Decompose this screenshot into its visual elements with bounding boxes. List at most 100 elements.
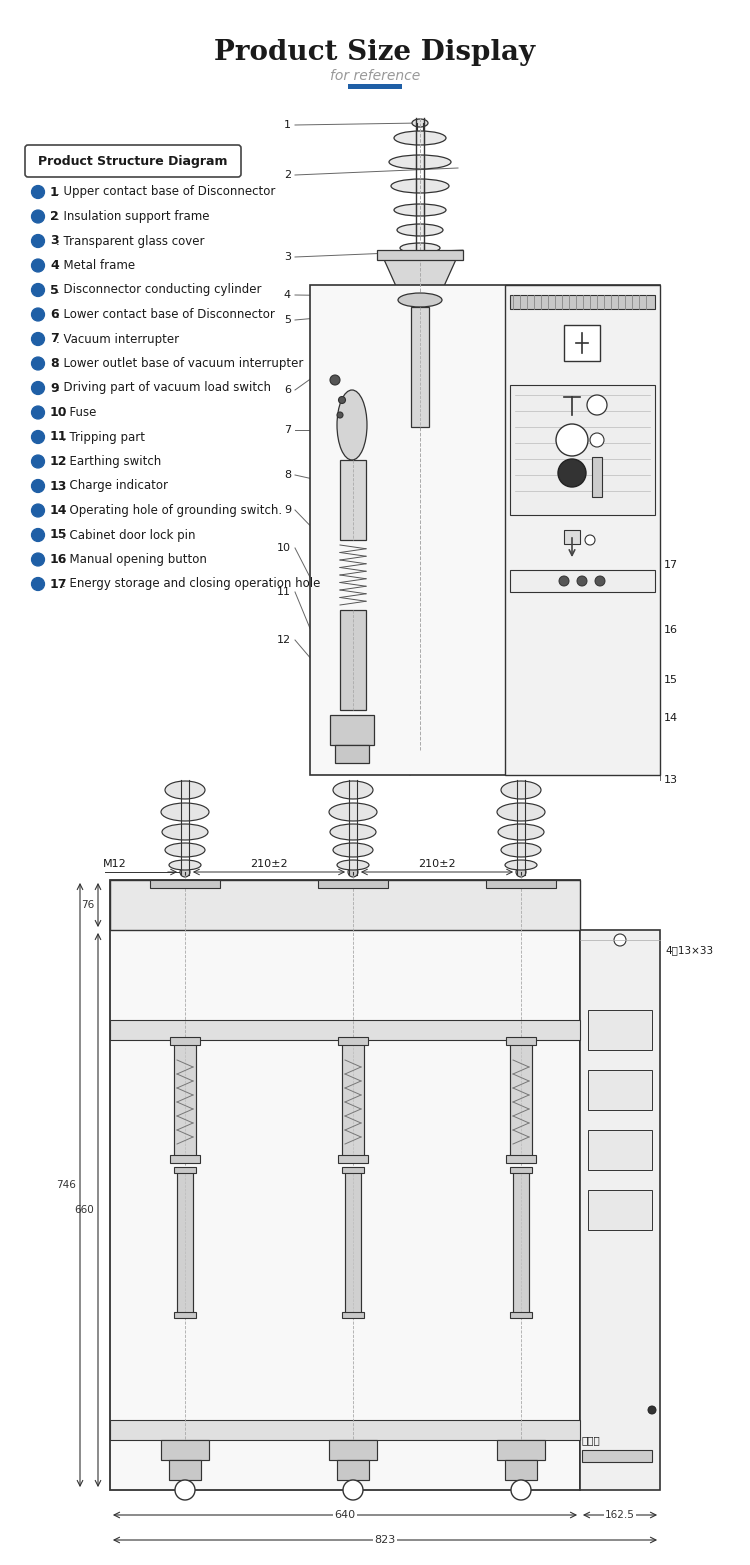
Text: 10: 10 bbox=[277, 543, 291, 552]
Text: . Fuse: . Fuse bbox=[62, 405, 97, 419]
Ellipse shape bbox=[398, 293, 442, 307]
Bar bbox=[161, 1440, 209, 1460]
Text: 12: 12 bbox=[277, 635, 291, 645]
Ellipse shape bbox=[501, 844, 541, 858]
Text: . Vacuum interrupter: . Vacuum interrupter bbox=[56, 332, 179, 346]
Text: 1: 1 bbox=[284, 121, 291, 130]
Text: 3: 3 bbox=[50, 235, 58, 247]
Bar bbox=[505, 285, 660, 775]
Bar bbox=[340, 610, 366, 711]
Bar bbox=[411, 307, 429, 427]
Circle shape bbox=[577, 576, 587, 585]
Bar bbox=[510, 385, 655, 515]
Bar bbox=[174, 1167, 196, 1174]
Text: 2: 2 bbox=[284, 171, 291, 180]
Text: 4: 4 bbox=[50, 258, 58, 272]
Ellipse shape bbox=[397, 224, 443, 236]
Ellipse shape bbox=[337, 390, 367, 460]
Circle shape bbox=[180, 867, 190, 876]
Bar bbox=[348, 85, 402, 89]
Bar bbox=[110, 880, 580, 1490]
Circle shape bbox=[32, 430, 44, 443]
Text: for reference: for reference bbox=[330, 69, 420, 83]
Text: 16: 16 bbox=[50, 552, 68, 567]
Bar bbox=[110, 1419, 580, 1440]
Bar bbox=[110, 880, 580, 930]
Text: . Tripping part: . Tripping part bbox=[62, 430, 146, 443]
Bar bbox=[506, 1155, 536, 1163]
Text: . Charge indicator: . Charge indicator bbox=[62, 479, 169, 493]
Circle shape bbox=[556, 424, 588, 455]
Bar bbox=[580, 930, 660, 1490]
Text: 2: 2 bbox=[50, 210, 58, 222]
Bar bbox=[588, 1009, 652, 1050]
Text: 8: 8 bbox=[284, 470, 291, 480]
Bar bbox=[337, 1460, 369, 1480]
Circle shape bbox=[585, 535, 595, 545]
Bar bbox=[338, 1155, 368, 1163]
Text: 插锁轴: 插锁轴 bbox=[582, 1435, 601, 1444]
Ellipse shape bbox=[161, 803, 209, 822]
Text: 640: 640 bbox=[334, 1510, 356, 1520]
Ellipse shape bbox=[333, 844, 373, 858]
Text: 9: 9 bbox=[50, 382, 58, 394]
Circle shape bbox=[32, 382, 44, 394]
Text: . Driving part of vacuum load switch: . Driving part of vacuum load switch bbox=[56, 382, 272, 394]
Text: 210±2: 210±2 bbox=[251, 859, 288, 869]
Text: 746: 746 bbox=[56, 1180, 76, 1189]
Ellipse shape bbox=[389, 155, 451, 169]
Text: Product Structure Diagram: Product Structure Diagram bbox=[38, 155, 228, 167]
Circle shape bbox=[614, 934, 626, 945]
Circle shape bbox=[32, 235, 44, 247]
Text: . Lower outlet base of vacuum interrupter: . Lower outlet base of vacuum interrupte… bbox=[56, 357, 304, 369]
Circle shape bbox=[590, 434, 604, 448]
Text: 823: 823 bbox=[374, 1535, 396, 1545]
Ellipse shape bbox=[498, 825, 544, 840]
Circle shape bbox=[330, 376, 340, 385]
Circle shape bbox=[32, 405, 44, 419]
Text: . Disconnector conducting cylinder: . Disconnector conducting cylinder bbox=[56, 283, 262, 296]
Circle shape bbox=[32, 455, 44, 468]
Circle shape bbox=[348, 867, 358, 876]
Ellipse shape bbox=[412, 119, 428, 127]
Text: 16: 16 bbox=[664, 624, 678, 635]
Text: 4: 4 bbox=[284, 290, 291, 300]
Ellipse shape bbox=[505, 861, 537, 870]
Text: 3: 3 bbox=[284, 252, 291, 261]
Text: . Transparent glass cover: . Transparent glass cover bbox=[56, 235, 205, 247]
Circle shape bbox=[338, 396, 346, 404]
FancyBboxPatch shape bbox=[25, 146, 241, 177]
Text: Product Size Display: Product Size Display bbox=[214, 39, 536, 66]
Text: . Operating hole of grounding switch.: . Operating hole of grounding switch. bbox=[62, 504, 283, 516]
Bar bbox=[330, 715, 374, 745]
Text: 8: 8 bbox=[50, 357, 58, 369]
Text: 15: 15 bbox=[50, 529, 68, 541]
Circle shape bbox=[32, 552, 44, 567]
Bar bbox=[329, 1440, 377, 1460]
Bar bbox=[564, 531, 580, 545]
Circle shape bbox=[559, 576, 569, 585]
Polygon shape bbox=[153, 884, 217, 928]
Bar bbox=[582, 1451, 652, 1462]
Text: 11: 11 bbox=[50, 430, 68, 443]
Text: . Manual opening button: . Manual opening button bbox=[62, 552, 207, 567]
Bar bbox=[564, 326, 600, 362]
Bar bbox=[497, 1440, 545, 1460]
Bar bbox=[510, 1167, 532, 1174]
Polygon shape bbox=[382, 255, 458, 294]
Text: 6: 6 bbox=[284, 385, 291, 394]
Bar bbox=[588, 1130, 652, 1171]
Circle shape bbox=[516, 867, 526, 876]
Bar bbox=[588, 1189, 652, 1230]
Bar bbox=[377, 250, 463, 260]
Ellipse shape bbox=[337, 861, 369, 870]
Circle shape bbox=[175, 1480, 195, 1499]
Circle shape bbox=[595, 576, 605, 585]
Text: . Energy storage and closing operation hole: . Energy storage and closing operation h… bbox=[62, 577, 321, 590]
Text: 13: 13 bbox=[664, 775, 678, 786]
Circle shape bbox=[587, 394, 607, 415]
Text: . Earthing switch: . Earthing switch bbox=[62, 455, 162, 468]
Circle shape bbox=[32, 529, 44, 541]
Circle shape bbox=[32, 332, 44, 346]
Bar bbox=[486, 880, 556, 887]
